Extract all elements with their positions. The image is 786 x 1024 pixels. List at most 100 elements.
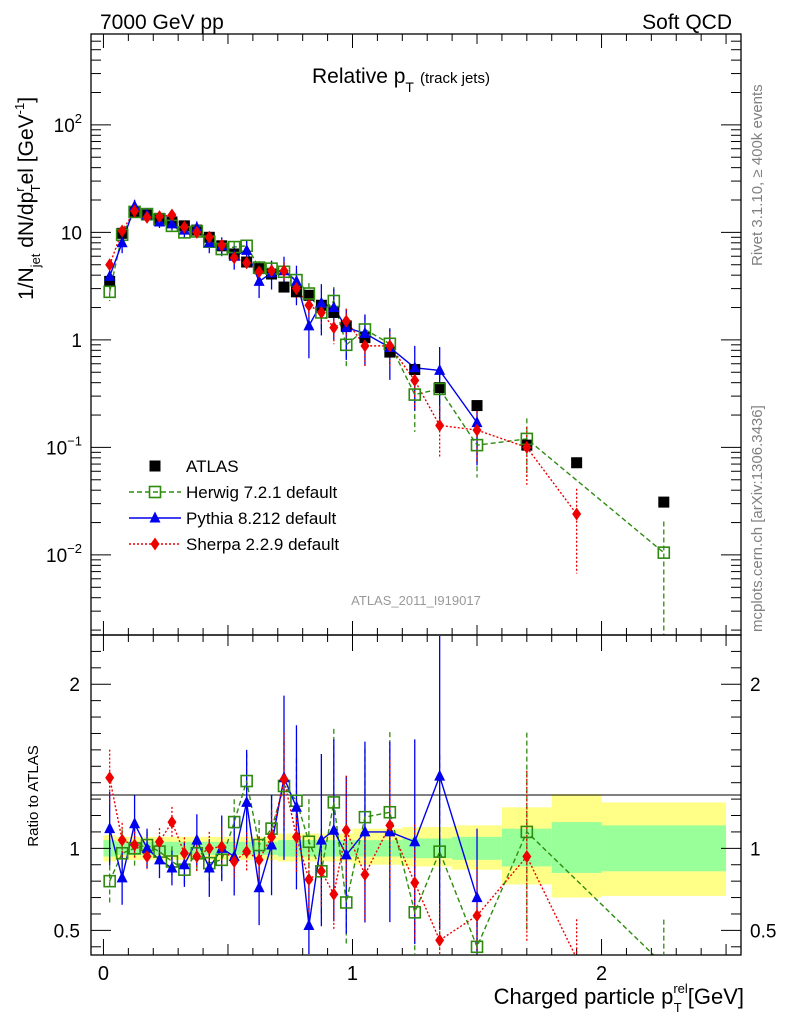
main-title-note: (track jets)	[420, 70, 490, 87]
ratio-marker-pythia	[328, 823, 340, 835]
main-marker-herwig	[470, 438, 484, 452]
main-marker-sherpa	[291, 282, 301, 296]
ratio-marker-pythia	[266, 838, 278, 850]
ratio-marker-sherpa	[279, 772, 289, 786]
main-marker-sherpa	[341, 314, 351, 328]
ratio-ytick-label-right: 0.5	[750, 921, 776, 942]
main-panel: Relative pT (track jets) ATLAS_2011_I9190…	[12, 33, 742, 636]
main-marker-pythia	[328, 301, 340, 313]
ratio-marker-pythia	[253, 881, 265, 893]
main-marker-sherpa	[279, 264, 289, 278]
ratio-marker-pythia	[166, 861, 178, 873]
main-marker-sherpa	[472, 423, 482, 437]
ratio-marker-herwig	[215, 853, 229, 867]
ratio-marker-sherpa	[130, 838, 140, 852]
ratio-marker-pythia	[191, 833, 203, 845]
ratio-marker-herwig	[302, 835, 316, 849]
legend-label-pythia: Pythia 8.212 default	[186, 509, 337, 528]
ratio-marker-pythia	[104, 822, 116, 834]
legend-marker-herwig	[148, 485, 162, 499]
main-marker-sherpa	[522, 440, 532, 454]
main-marker-atlas	[571, 457, 583, 469]
ratio-marker-herwig	[433, 845, 446, 858]
ratio-marker-sherpa	[435, 933, 445, 947]
ratio-ytick-label-right: 2	[750, 675, 761, 696]
ratio-ytick-label-left: 2	[69, 675, 80, 696]
ratio-marker-pythia	[153, 853, 165, 865]
ratio-marker-herwig	[339, 896, 353, 909]
legend-label-sherpa: Sherpa 2.2.9 default	[186, 535, 339, 554]
legend: ATLAS Herwig 7.2.1 default Pythia 8.212 de…	[129, 457, 339, 554]
ratio-marker-herwig	[327, 796, 341, 809]
ratio-marker-sherpa	[267, 830, 277, 844]
main-marker-pythia	[315, 296, 327, 308]
main-marker-atlas	[328, 306, 340, 318]
main-error-bars	[109, 199, 665, 635]
main-line-pythia	[109, 205, 478, 424]
ratio-marker-herwig	[240, 774, 253, 788]
main-ylabel: 1/Njet dN/dprTel [GeV-1]	[12, 97, 43, 300]
main-ytick-label: 102	[54, 111, 82, 137]
main-marker-herwig	[408, 388, 422, 401]
main-ytick-label: 1	[71, 331, 82, 352]
legend-marker-sherpa	[150, 537, 160, 551]
main-marker-pythia	[116, 236, 128, 248]
main-line-sherpa	[109, 210, 578, 515]
ratio-ytick-labels: 0.5 0.5 1 1 2 2	[54, 675, 777, 942]
ratio-marker-sherpa	[229, 854, 239, 868]
ratio-marker-herwig	[383, 805, 397, 819]
main-marker-sherpa	[360, 339, 370, 353]
ratio-marker-sherpa	[316, 864, 326, 878]
rivet-label: Rivet 3.1.10, ≥ 400k events	[749, 84, 766, 266]
header-left-label: 7000 GeV pp	[100, 11, 224, 34]
ratio-marker-sherpa	[204, 841, 214, 855]
main-marker-pythia	[241, 243, 253, 255]
ratio-marker-sherpa	[105, 771, 115, 785]
main-marker-sherpa	[410, 373, 420, 387]
xtick-label: 2	[596, 963, 607, 985]
main-marker-sherpa	[204, 230, 214, 244]
xtick-label: 1	[347, 963, 358, 985]
main-ytick-label: 10−1	[46, 433, 82, 459]
main-ytick-label: 10	[61, 223, 82, 244]
main-ytick-label-base: 10	[54, 116, 75, 137]
ratio-panel: Ratio to ATLAS 0.5 0.5 1 1 2 2 0 1 2 Charged pa…	[25, 634, 777, 1015]
main-marker-atlas	[303, 289, 315, 301]
main-ytick-label-exp: 2	[75, 111, 82, 126]
main-marker-sherpa	[229, 251, 239, 265]
ratio-ytick-label-right: 1	[750, 839, 761, 860]
ratio-marker-herwig	[408, 906, 422, 919]
legend-marker-pythia	[149, 511, 161, 523]
main-ytick-label-exp: −2	[67, 541, 82, 556]
xtick-labels: 0 1 2	[98, 963, 607, 985]
main-marker-sherpa	[254, 265, 264, 279]
ratio-marker-sherpa	[385, 818, 395, 832]
ratio-marker-sherpa	[522, 850, 532, 864]
ratio-ylabel: Ratio to ATLAS	[25, 745, 42, 846]
ratio-marker-sherpa	[217, 840, 227, 854]
legend-label-herwig: Herwig 7.2.1 default	[186, 483, 337, 502]
ratio-ytick-label-left: 1	[69, 839, 80, 860]
ratio-marker-herwig	[227, 815, 241, 829]
ratio-ytick-label-left: 0.5	[54, 921, 80, 942]
main-title-text: Relative p	[312, 65, 405, 88]
main-marker-herwig	[657, 546, 671, 559]
main-marker-herwig	[339, 338, 353, 352]
ratio-marker-pythia	[141, 841, 153, 853]
main-marker-sherpa	[179, 220, 189, 234]
main-marker-sherpa	[304, 298, 314, 312]
ratio-marker-pythia	[315, 833, 327, 845]
main-marker-sherpa	[242, 256, 252, 270]
ratio-marker-sherpa	[341, 823, 351, 837]
ratio-marker-pythia	[471, 891, 483, 903]
main-marker-pythia	[359, 326, 371, 338]
x-axis-label-sup: rel	[673, 981, 688, 996]
main-marker-sherpa	[217, 238, 227, 252]
ratio-marker-sherpa	[472, 909, 482, 923]
main-marker-herwig	[433, 382, 446, 396]
mcplots-label: mcplots.cern.ch [arXiv:1306.3436]	[749, 405, 766, 632]
main-marker-sherpa	[167, 208, 177, 222]
main-ytick-label: 10−2	[46, 541, 82, 567]
ratio-marker-herwig	[358, 810, 372, 824]
